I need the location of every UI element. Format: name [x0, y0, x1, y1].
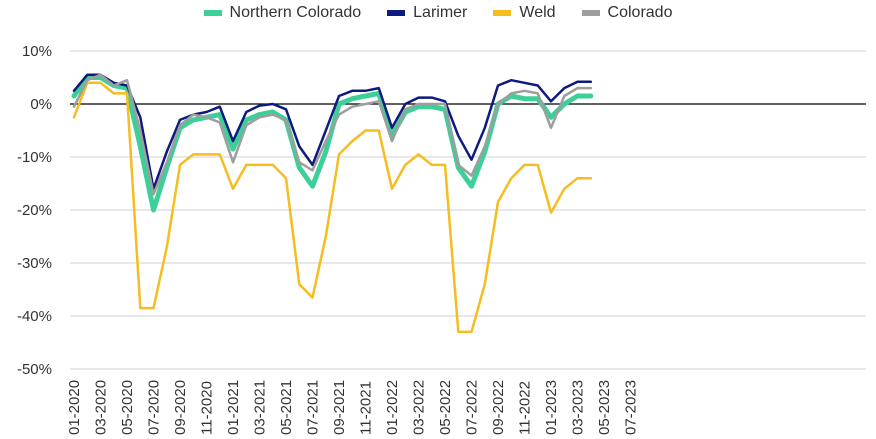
legend-item-larimer[interactable]: Larimer	[387, 4, 467, 22]
x-tick-label: 01-2022	[384, 380, 401, 435]
y-tick-label: -40%	[17, 308, 52, 325]
y-tick-label: -10%	[17, 149, 52, 166]
x-tick-label: 05-2022	[437, 380, 454, 435]
x-tick-label: 05-2021	[278, 380, 295, 435]
legend-swatch-weld	[493, 10, 512, 16]
x-tick-label: 11-2020	[199, 381, 216, 435]
series-line-colorado	[72, 73, 593, 196]
x-tick-label: 07-2020	[146, 380, 163, 435]
x-tick-label: 05-2023	[596, 380, 613, 435]
legend-swatch-northern-colorado	[203, 10, 222, 16]
x-tick-label: 07-2023	[623, 380, 640, 435]
y-tick-label: 0%	[30, 96, 52, 113]
x-tick-label: 03-2022	[411, 380, 428, 435]
legend-label-colorado: Colorado	[607, 4, 673, 21]
legend-item-northern-colorado[interactable]: Northern Colorado	[203, 4, 362, 22]
x-tick-label: 05-2020	[119, 380, 136, 435]
x-tick-label: 01-2020	[66, 380, 83, 435]
x-tick-label: 03-2021	[252, 380, 269, 435]
y-tick-label: -30%	[17, 255, 52, 272]
legend-swatch-colorado	[581, 10, 600, 16]
x-tick-label: 07-2022	[464, 380, 481, 435]
legend-item-weld[interactable]: Weld	[493, 4, 556, 22]
x-tick-label: 07-2021	[305, 380, 322, 435]
legend-swatch-larimer	[387, 10, 406, 16]
chart-legend: Northern Colorado Larimer Weld Colorado	[0, 4, 876, 22]
x-tick-label: 09-2020	[172, 380, 189, 435]
x-tick-label: 09-2022	[490, 380, 507, 435]
x-tick-label: 09-2021	[331, 380, 348, 435]
y-tick-label: -50%	[17, 361, 52, 378]
x-tick-label: 11-2022	[517, 381, 534, 435]
x-tick-label: 03-2023	[570, 380, 587, 435]
legend-item-colorado[interactable]: Colorado	[581, 4, 673, 22]
series-line-larimer	[72, 73, 593, 191]
x-tick-label: 01-2021	[225, 380, 242, 435]
y-tick-label: -20%	[17, 202, 52, 219]
x-tick-label: 03-2020	[93, 380, 110, 435]
x-tick-label: 01-2023	[543, 380, 560, 435]
legend-label-weld: Weld	[519, 4, 556, 21]
x-tick-label: 11-2021	[358, 381, 375, 435]
legend-label-northern-colorado: Northern Colorado	[229, 4, 362, 21]
series-line-weld	[72, 81, 593, 334]
y-tick-label: 10%	[22, 43, 52, 60]
legend-label-larimer: Larimer	[413, 4, 468, 21]
